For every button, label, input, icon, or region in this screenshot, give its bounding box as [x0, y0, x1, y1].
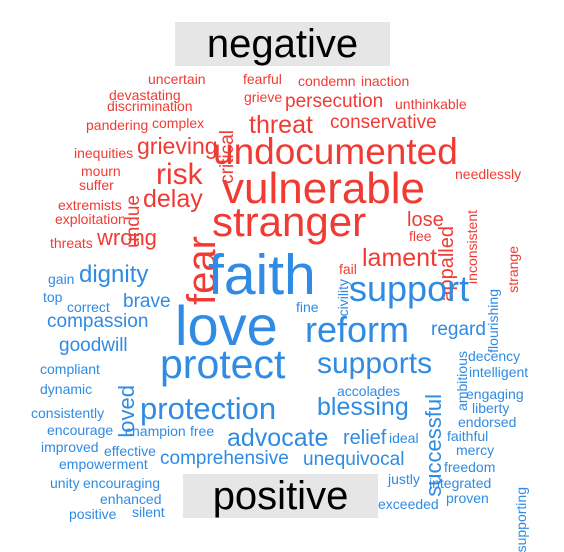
negative-word: strange — [505, 246, 521, 293]
positive-word: positive — [69, 506, 117, 522]
positive-word: freedom — [444, 459, 496, 475]
positive-word: supporting — [513, 487, 529, 552]
positive-word: improved — [41, 439, 99, 455]
positive-word: justly — [388, 471, 420, 487]
negative-word: fail — [339, 261, 357, 277]
negative-word: conservative — [330, 112, 437, 133]
positive-word: supports — [317, 347, 433, 380]
positive-word: endorsed — [458, 414, 517, 430]
negative-word: wrong — [97, 225, 157, 250]
positive-word: proven — [446, 490, 489, 506]
negative-word: suffer — [79, 177, 114, 193]
positive-word: encourage — [47, 422, 114, 438]
negative-header: negative — [175, 22, 390, 66]
positive-word: integrated — [429, 475, 492, 491]
negative-word: pandering — [86, 117, 149, 133]
negative-word: uncertain — [148, 71, 206, 87]
negative-word: lament — [362, 244, 438, 272]
negative-word: persecution — [285, 91, 384, 112]
positive-word: compliant — [40, 361, 100, 377]
negative-word: mourn — [81, 163, 121, 179]
positive-word: unity — [50, 475, 80, 491]
positive-word: dynamic — [40, 381, 93, 397]
positive-word: champion — [125, 423, 186, 439]
positive-word: effective — [104, 443, 156, 459]
positive-word: gain — [48, 271, 75, 287]
negative-word: threat — [249, 111, 313, 139]
positive-word: consistently — [31, 405, 105, 421]
negative-word: needlessly — [455, 166, 522, 182]
positive-word: reform — [305, 309, 410, 350]
negative-word: grieve — [244, 89, 283, 105]
positive-word: comprehensive — [160, 448, 289, 469]
positive-word: faithful — [447, 428, 489, 444]
negative-word: condemn — [298, 73, 356, 89]
positive-word: top — [43, 289, 63, 305]
negative-word: inaction — [361, 73, 410, 89]
negative-word: risk — [156, 158, 203, 191]
positive-word: goodwill — [59, 335, 128, 356]
negative-word: flee — [409, 228, 432, 244]
positive-header: positive — [183, 474, 378, 518]
positive-word: compassion — [47, 311, 149, 332]
positive-word: encouraging — [83, 475, 161, 491]
positive-word: advocate — [227, 424, 329, 452]
positive-word: fine — [296, 299, 319, 315]
positive-word: correct — [67, 299, 110, 315]
positive-word: protect — [160, 341, 286, 387]
negative-word: extremists — [58, 197, 122, 213]
positive-word: flourishing — [485, 289, 501, 353]
positive-word: civility — [335, 279, 351, 317]
negative-word: lose — [407, 209, 444, 231]
positive-word: silent — [132, 504, 165, 520]
negative-word: fearful — [243, 71, 282, 87]
negative-word: complex — [152, 115, 205, 131]
positive-word: brave — [123, 291, 171, 312]
positive-word: relief — [343, 427, 387, 449]
negative-word: undocumented — [213, 131, 458, 172]
positive-word: liberty — [472, 400, 510, 416]
positive-word: decency — [468, 348, 521, 364]
positive-word: enhanced — [100, 491, 162, 507]
positive-word: support — [349, 268, 470, 309]
negative-word: devastating — [109, 87, 181, 103]
negative-word: inequities — [74, 145, 134, 161]
positive-word: intelligent — [469, 364, 529, 380]
negative-word: vulnerable — [222, 164, 426, 213]
negative-word: unthinkable — [395, 96, 467, 112]
positive-word: faith — [208, 243, 316, 307]
positive-word: ideal — [389, 430, 419, 446]
positive-word: exceeded — [378, 496, 439, 512]
positive-word: love — [175, 294, 278, 357]
negative-word: threats — [50, 235, 93, 251]
negative-word: exploitation — [55, 211, 126, 227]
positive-word: engaging — [466, 386, 524, 402]
positive-word: mercy — [456, 442, 495, 458]
negative-word: discrimination — [107, 98, 193, 114]
positive-word: free — [190, 423, 215, 439]
positive-word: regard — [431, 319, 486, 340]
positive-word: empowerment — [59, 456, 148, 472]
positive-word: unequivocal — [303, 449, 405, 470]
negative-word: grieving — [137, 133, 218, 159]
negative-word: stranger — [212, 198, 367, 245]
positive-word: blessing — [317, 393, 409, 421]
positive-word: protection — [140, 391, 277, 426]
negative-word: delay — [143, 185, 203, 213]
positive-word: dignity — [79, 261, 149, 288]
positive-word: accolades — [337, 383, 401, 399]
